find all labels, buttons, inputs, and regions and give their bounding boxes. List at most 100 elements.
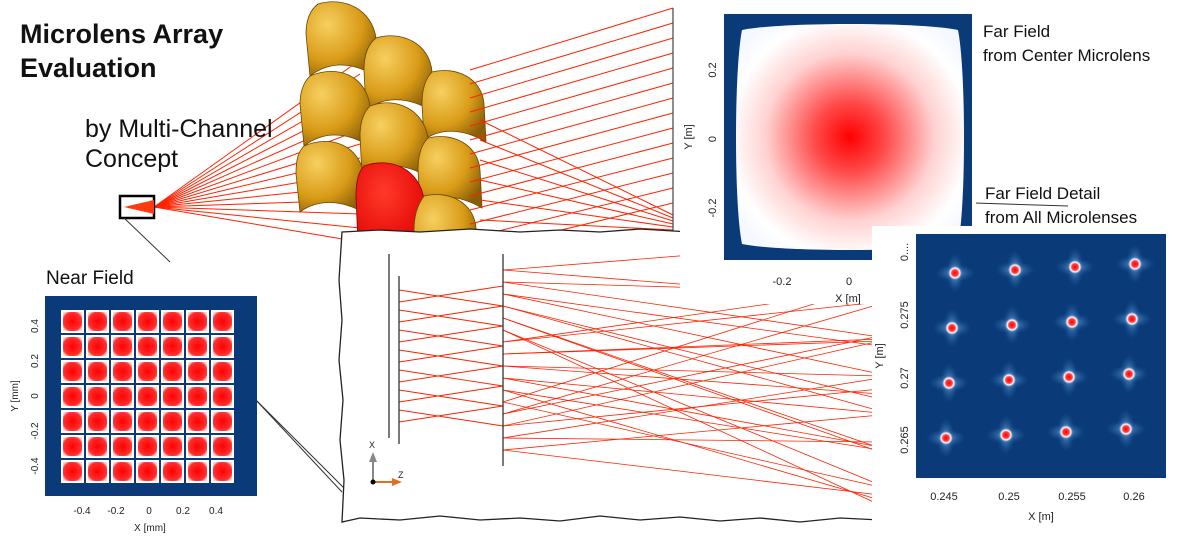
near-field-ylabel: Y [mm] — [10, 380, 21, 412]
near-field-cell — [188, 312, 207, 331]
source-ray — [153, 206, 361, 243]
near-field-cell — [138, 312, 157, 331]
near-field-cell — [138, 462, 157, 481]
detail-spot — [1059, 425, 1073, 439]
near-field-y-tick: -0.4 — [30, 457, 41, 475]
system-ray — [502, 365, 881, 395]
source-emitter — [124, 200, 154, 214]
system-ray — [502, 377, 881, 439]
system-ray — [502, 293, 881, 347]
far-field-detail-plot: 0.245 0.25 0.255 0.26 0.... 0.275 0.27 0.265 X… — [872, 226, 1200, 538]
detail-y-tick: 0.27 — [899, 367, 911, 388]
detail-spot — [1065, 315, 1079, 329]
output-ray — [479, 119, 674, 216]
near-field-cell — [163, 312, 182, 331]
microlens-array-3d — [295, 1, 487, 277]
detail-spot — [942, 376, 956, 390]
near-field-cell — [63, 337, 82, 356]
output-ray — [469, 157, 674, 211]
coordinate-glyph: X Z — [369, 440, 404, 486]
near-field-cell — [88, 412, 107, 431]
output-ray — [469, 37, 674, 99]
source-ray — [153, 206, 361, 215]
detail-spots — [926, 244, 1155, 458]
near-field-cell — [138, 337, 157, 356]
near-field-x-tick: 0 — [146, 506, 152, 517]
output-ray — [479, 199, 674, 228]
subtitle-line-1: by Multi-Channel — [85, 115, 273, 143]
near-field-y-tick: 0.2 — [30, 354, 41, 368]
system-ray — [502, 401, 881, 488]
near-field-cell — [213, 312, 232, 331]
far-field-ylabel: Y [m] — [683, 124, 695, 149]
detail-spot — [945, 321, 959, 335]
near-field-y-tick: 0.4 — [30, 319, 41, 333]
far-field-x-tick: 0 — [846, 276, 852, 288]
near-field-xlabel: X [mm] — [134, 523, 166, 534]
detail-spot — [999, 428, 1013, 442]
detail-x-tick: 0.25 — [998, 491, 1019, 503]
detail-spot — [1125, 312, 1139, 326]
near-field-cell — [113, 362, 132, 381]
near-field-y-tick: -0.2 — [30, 422, 41, 440]
system-ray — [502, 377, 881, 448]
near-field-cell — [213, 337, 232, 356]
near-field-x-tick: 0.2 — [176, 506, 190, 517]
output-ray — [469, 172, 674, 225]
detail-spot — [1122, 367, 1136, 381]
system-ray — [502, 329, 881, 506]
system-ray — [502, 340, 881, 355]
near-field-cell — [63, 387, 82, 406]
output-ray — [469, 22, 674, 85]
system-rays — [398, 239, 881, 506]
near-field-cell — [113, 462, 132, 481]
far-field-intensity — [736, 24, 964, 250]
detail-spot — [1068, 260, 1082, 274]
detail-spot — [948, 266, 962, 280]
system-ray — [502, 389, 881, 501]
near-field-x-tick: -0.4 — [73, 506, 91, 517]
near-field-y-tick: 0 — [30, 393, 41, 399]
detail-spot — [1119, 422, 1133, 436]
detail-y-tick: 0.... — [899, 243, 911, 261]
axis-x-label: X — [369, 440, 375, 450]
detail-y-ticks: 0.... 0.275 0.27 0.265 — [899, 243, 911, 454]
subtitle-line-2: Concept — [85, 145, 179, 173]
detail-spot — [1128, 257, 1142, 271]
near-field-cell — [163, 337, 182, 356]
far-field-xlabel: X [m] — [835, 293, 861, 305]
near-field-cell — [188, 362, 207, 381]
title-line-1: Microlens Array — [20, 19, 224, 49]
near-field-cell — [138, 412, 157, 431]
title-line-2: Evaluation — [20, 53, 157, 83]
system-ray — [502, 388, 881, 427]
detail-spot — [1005, 318, 1019, 332]
output-ray — [469, 127, 674, 183]
detail-ylabel: Y [m] — [874, 343, 886, 368]
near-field-cell — [63, 412, 82, 431]
near-field-cell — [163, 437, 182, 456]
output-ray — [479, 139, 674, 219]
near-field-cell — [213, 462, 232, 481]
near-field-cell — [213, 362, 232, 381]
near-field-cell — [113, 437, 132, 456]
near-field-cell — [113, 387, 132, 406]
near-field-cell — [63, 362, 82, 381]
system-ray — [502, 377, 881, 414]
detail-x-tick: 0.26 — [1123, 491, 1144, 503]
ray-fan-output — [469, 7, 674, 253]
near-field-title: Near Field — [46, 268, 134, 289]
near-field-cell — [163, 462, 182, 481]
output-ray — [479, 219, 674, 231]
system-ray — [502, 389, 881, 451]
near-field-x-tick: 0.4 — [209, 506, 223, 517]
axis-z-label: Z — [398, 470, 404, 480]
ray-fan-source — [153, 59, 361, 243]
near-field-cell — [63, 312, 82, 331]
near-field-cell — [163, 412, 182, 431]
near-field-cell — [63, 437, 82, 456]
near-field-cell — [113, 337, 132, 356]
output-ray — [469, 112, 674, 169]
